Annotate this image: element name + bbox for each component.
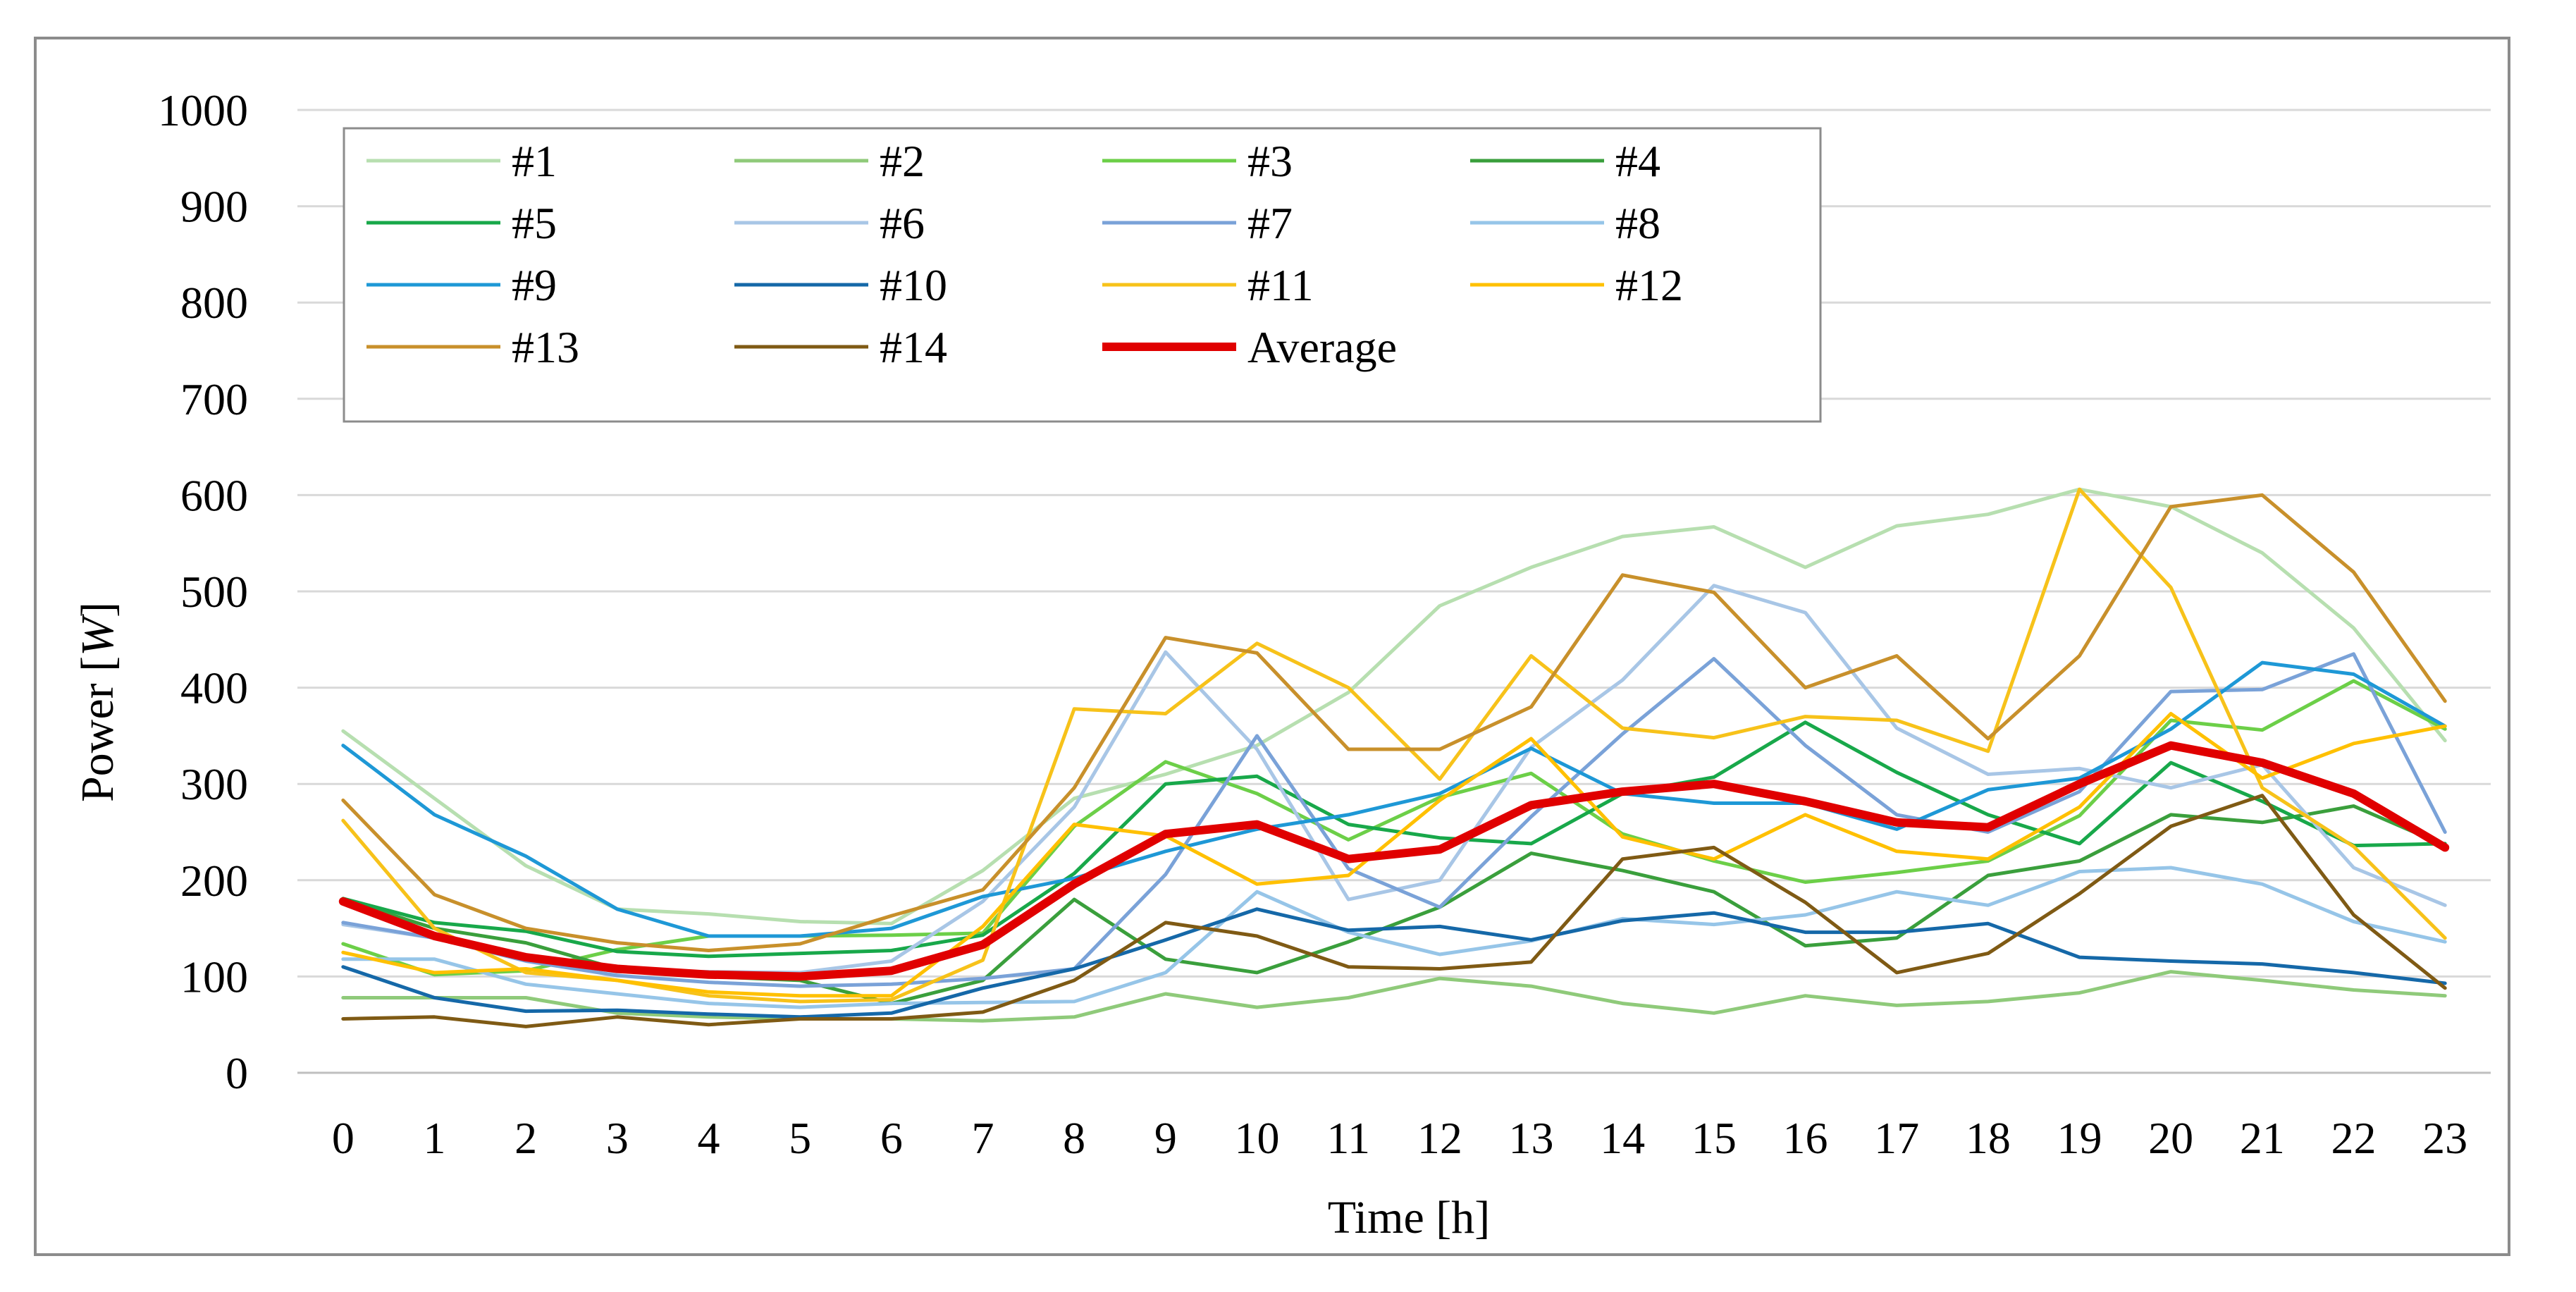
- series-line-n3: [341, 679, 2447, 977]
- series-line-n5: [341, 720, 2447, 959]
- legend-label: #4: [1615, 136, 1660, 186]
- x-tick-label: 20: [2148, 1113, 2193, 1163]
- series-lines: [338, 487, 2450, 1028]
- legend-label: #13: [512, 322, 579, 372]
- x-tick-label: 6: [880, 1113, 903, 1163]
- y-axis-title-unit: W: [72, 614, 123, 656]
- series-line-n12: [341, 712, 2447, 998]
- x-tick-label: 12: [1417, 1113, 1462, 1163]
- x-tick-label: 21: [2240, 1113, 2285, 1163]
- x-axis-title: Time [h]: [1328, 1192, 1490, 1243]
- series-line-n13: [341, 493, 2447, 952]
- y-axis-ticks: 0 100 200 300 400 500 600 700 800 900 1000: [158, 85, 248, 1098]
- x-axis-ticks: 0 1 2 3 4 5 6 7 8 9 10 11 12 13 14 15 16 17 18 19 20 21 22 23: [332, 1113, 2467, 1163]
- y-tick-label: 0: [226, 1048, 248, 1098]
- x-tick-label: 0: [332, 1113, 355, 1163]
- x-tick-label: 3: [606, 1113, 629, 1163]
- x-tick-label: 13: [1509, 1113, 1554, 1163]
- y-tick-label: 500: [180, 567, 248, 617]
- series-line-n11: [341, 487, 2447, 1004]
- y-tick-label: 800: [180, 278, 248, 328]
- x-tick-label: 14: [1600, 1113, 1645, 1163]
- y-tick-label: 300: [180, 759, 248, 809]
- x-tick-label: 17: [1874, 1113, 1919, 1163]
- y-tick-label: 1000: [158, 85, 248, 135]
- x-tick-label: 7: [972, 1113, 994, 1163]
- x-tick-label: 23: [2422, 1113, 2467, 1163]
- x-tick-label: 8: [1063, 1113, 1085, 1163]
- x-tick-label: 11: [1326, 1113, 1370, 1163]
- x-tick-label: 10: [1235, 1113, 1280, 1163]
- y-tick-label: 900: [180, 182, 248, 232]
- x-tick-label: 18: [1966, 1113, 2011, 1163]
- y-axis-title-prefix: Power [: [72, 656, 123, 802]
- x-tick-label: 5: [789, 1113, 811, 1163]
- legend-label: #2: [880, 136, 925, 186]
- series-line-n2: [341, 970, 2447, 1023]
- series-line-n8: [341, 866, 2447, 1009]
- legend-label: #11: [1247, 260, 1314, 310]
- legend-label: #7: [1247, 198, 1293, 248]
- x-tick-label: 4: [698, 1113, 720, 1163]
- legend-label: #1: [512, 136, 557, 186]
- legend-label: #5: [512, 198, 557, 248]
- y-tick-label: 400: [180, 663, 248, 713]
- x-tick-label: 22: [2331, 1113, 2377, 1163]
- legend-box: [343, 127, 1822, 423]
- series-line-n14: [341, 794, 2447, 1028]
- series-line-average: [338, 741, 2450, 981]
- legend-label: #10: [880, 260, 947, 310]
- x-tick-label: 2: [514, 1113, 537, 1163]
- legend-label: #14: [880, 322, 947, 372]
- y-tick-label: 200: [180, 856, 248, 906]
- y-tick-label: 100: [180, 952, 248, 1002]
- x-tick-label: 16: [1783, 1113, 1828, 1163]
- legend-label: #8: [1615, 198, 1660, 248]
- y-tick-label: 700: [180, 374, 248, 424]
- y-axis-title-suffix: ]: [72, 602, 123, 617]
- y-tick-label: 600: [180, 470, 248, 520]
- series-line-n1: [341, 487, 2447, 925]
- series-line-n10: [341, 907, 2447, 1019]
- x-tick-label: 9: [1154, 1113, 1177, 1163]
- legend-label: Average: [1247, 322, 1397, 372]
- x-tick-label: 15: [1691, 1113, 1737, 1163]
- legend-label: #6: [880, 198, 925, 248]
- legend: #1 #2 #3 #4 #5 #6 #7 #8 #9 #10 #11 #12 #13 #14 Average: [343, 127, 1822, 423]
- series-line-n6: [341, 584, 2447, 975]
- y-axis-title: Power [W]: [72, 602, 123, 802]
- series-line-n9: [341, 660, 2447, 938]
- legend-label: #12: [1615, 260, 1683, 310]
- x-tick-label: 19: [2057, 1113, 2102, 1163]
- x-tick-label: 1: [424, 1113, 446, 1163]
- legend-label: #9: [512, 260, 557, 310]
- legend-label: #3: [1247, 136, 1293, 186]
